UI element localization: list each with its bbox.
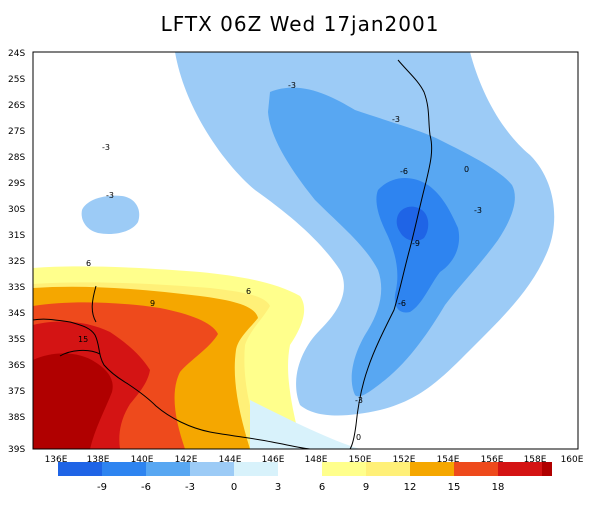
colorbar-swatch bbox=[542, 462, 552, 476]
y-tick-label: 28S bbox=[8, 153, 25, 163]
x-tick-label: 140E bbox=[131, 455, 154, 465]
x-tick-label: 146E bbox=[262, 455, 285, 465]
colorbar: -9 -6 -3 0 3 6 9 12 15 18 bbox=[58, 462, 552, 493]
x-tick-label: 156E bbox=[481, 455, 504, 465]
contour-label: -6 bbox=[400, 167, 408, 176]
y-tick-label: 35S bbox=[8, 335, 25, 345]
colorbar-swatch bbox=[234, 462, 278, 476]
x-tick-label: 160E bbox=[561, 455, 584, 465]
contour-label: -9 bbox=[412, 239, 420, 248]
contour-label: 6 bbox=[246, 287, 251, 296]
colorbar-label: 18 bbox=[492, 482, 505, 493]
fill-band-m3-small bbox=[81, 195, 140, 234]
y-tick-label: 34S bbox=[8, 309, 25, 319]
y-axis: 24S 25S 26S 27S 28S 29S 30S 31S 32S 33S … bbox=[8, 49, 25, 455]
fill-band-m9 bbox=[376, 178, 460, 313]
x-axis: 136E 138E 140E 142E 144E 146E 148E 150E … bbox=[45, 455, 584, 465]
x-tick-label: 138E bbox=[87, 455, 110, 465]
contour-label: -3 bbox=[392, 115, 400, 124]
colorbar-swatch bbox=[102, 462, 146, 476]
contour-label: 0 bbox=[464, 165, 469, 174]
y-tick-label: 30S bbox=[8, 205, 25, 215]
contour-label: -3 bbox=[102, 143, 110, 152]
y-tick-label: 26S bbox=[8, 101, 25, 111]
map-title: LFTX 06Z Wed 17jan2001 bbox=[160, 12, 440, 36]
colorbar-swatch bbox=[190, 462, 234, 476]
x-tick-label: 144E bbox=[219, 455, 242, 465]
colorbar-label: 15 bbox=[448, 482, 461, 493]
y-tick-label: 36S bbox=[8, 361, 25, 371]
fill-band-18 bbox=[33, 353, 113, 449]
contour-label: -3 bbox=[106, 191, 114, 200]
contour-label: -6 bbox=[398, 299, 406, 308]
colorbar-label: -9 bbox=[97, 482, 107, 493]
colorbar-swatch bbox=[58, 462, 102, 476]
x-tick-label: 142E bbox=[175, 455, 198, 465]
contour-label: -3 bbox=[355, 396, 363, 405]
y-tick-label: 31S bbox=[8, 231, 25, 241]
colorbar-label: 3 bbox=[275, 482, 281, 493]
x-tick-label: 152E bbox=[393, 455, 416, 465]
colorbar-swatch bbox=[454, 462, 498, 476]
contour-label: -3 bbox=[474, 206, 482, 215]
map-frame bbox=[32, 51, 579, 450]
colorbar-swatch bbox=[498, 462, 542, 476]
y-tick-label: 27S bbox=[8, 127, 25, 137]
colorbar-label: -6 bbox=[141, 482, 151, 493]
x-tick-label: 158E bbox=[524, 455, 547, 465]
y-tick-label: 39S bbox=[8, 445, 25, 455]
colorbar-label: 12 bbox=[404, 482, 417, 493]
x-tick-label: 136E bbox=[45, 455, 68, 465]
y-tick-label: 38S bbox=[8, 413, 25, 423]
contour-label: -3 bbox=[288, 81, 296, 90]
y-tick-label: 37S bbox=[8, 387, 25, 397]
contour-labels: -3 -3 -3 -3 -3 -6 -9 -6 -3 0 0 6 9 6 15 bbox=[78, 81, 482, 442]
colorbar-label: 6 bbox=[319, 482, 325, 493]
map-area: -3 -3 -3 -3 -3 -6 -9 -6 -3 0 0 6 9 6 15 bbox=[32, 51, 579, 450]
y-tick-label: 25S bbox=[8, 75, 25, 85]
contour-label: 6 bbox=[86, 259, 91, 268]
x-tick-label: 154E bbox=[437, 455, 460, 465]
coastline bbox=[32, 59, 433, 450]
colorbar-swatch bbox=[278, 462, 322, 476]
fill-band-0 bbox=[250, 400, 360, 449]
colorbar-swatch bbox=[322, 462, 366, 476]
colorbar-swatch bbox=[410, 462, 454, 476]
colorbar-swatch bbox=[146, 462, 190, 476]
colorbar-label: 0 bbox=[231, 482, 237, 493]
y-tick-label: 32S bbox=[8, 257, 25, 267]
y-tick-label: 33S bbox=[8, 283, 25, 293]
fill-band-m12 bbox=[396, 206, 429, 241]
colorbar-label: -3 bbox=[185, 482, 195, 493]
contour-label: 15 bbox=[78, 335, 88, 344]
contour-label: 9 bbox=[150, 299, 155, 308]
y-tick-label: 29S bbox=[8, 179, 25, 189]
x-tick-label: 148E bbox=[305, 455, 328, 465]
x-tick-label: 150E bbox=[349, 455, 372, 465]
contour-label: 0 bbox=[356, 433, 361, 442]
colorbar-label: 9 bbox=[363, 482, 369, 493]
colorbar-swatch bbox=[366, 462, 410, 476]
y-tick-label: 24S bbox=[8, 49, 25, 59]
